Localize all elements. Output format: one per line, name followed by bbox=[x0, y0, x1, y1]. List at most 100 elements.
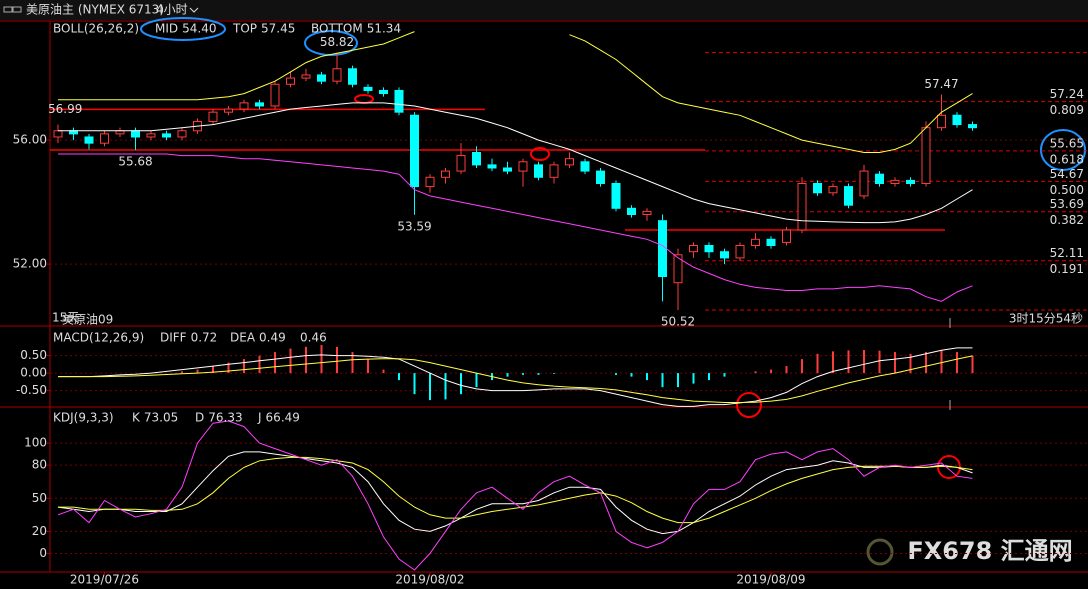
legend-value: 0.49 bbox=[259, 331, 286, 345]
y-tick-label: 20 bbox=[32, 524, 47, 538]
indicator-line bbox=[57, 420, 973, 571]
x-tick-label: 2019/08/09 bbox=[736, 573, 805, 587]
candle-body bbox=[441, 170, 450, 178]
candle-body bbox=[689, 245, 698, 253]
candle-body bbox=[704, 245, 714, 253]
macd-bar bbox=[243, 359, 245, 374]
candle-body bbox=[580, 161, 590, 172]
candle-body bbox=[100, 133, 109, 144]
candle-body bbox=[317, 74, 326, 82]
macd-bar bbox=[460, 373, 462, 395]
fib-ratio: 0.500 bbox=[1050, 183, 1084, 197]
macd-bar bbox=[289, 348, 292, 374]
candle-body bbox=[456, 155, 466, 172]
candle-body bbox=[394, 89, 404, 113]
price-annotation: 50.52 bbox=[661, 315, 695, 329]
candle-body bbox=[549, 164, 559, 178]
y-tick-label: 50 bbox=[32, 491, 47, 505]
indicator-line bbox=[58, 355, 973, 403]
candle-body bbox=[177, 130, 187, 138]
y-tick-label: -0.50 bbox=[16, 383, 47, 397]
x-tick-label: 2019/07/26 bbox=[70, 573, 139, 587]
macd-bar bbox=[413, 373, 416, 395]
fib-ratio: 0.618 bbox=[1050, 152, 1084, 166]
indicator-line bbox=[58, 153, 973, 302]
candle-body bbox=[301, 74, 311, 79]
macd-bar bbox=[754, 371, 757, 374]
macd-bar bbox=[940, 350, 943, 374]
macd-bar bbox=[258, 355, 261, 374]
legend-name: TOP bbox=[232, 22, 257, 36]
x-tick-label: 2019/08/02 bbox=[395, 573, 464, 587]
macd-bar bbox=[212, 366, 214, 374]
indicator-title: BOLL(26,26,2) bbox=[53, 22, 139, 36]
candle-body bbox=[720, 251, 729, 259]
fib-price: 52.11 bbox=[1050, 246, 1084, 260]
candle-body bbox=[270, 83, 280, 107]
indicator-title: KDJ(9,3,3) bbox=[53, 411, 114, 425]
candle-body bbox=[735, 245, 745, 259]
candle-body bbox=[813, 182, 822, 194]
macd-bar bbox=[553, 373, 555, 374]
legend-value: 66.49 bbox=[266, 411, 300, 425]
y-tick-label: 52.00 bbox=[13, 257, 47, 271]
y-tick-label: 56.00 bbox=[13, 133, 47, 147]
period[interactable]: 4小时 bbox=[156, 3, 188, 17]
macd-bar bbox=[506, 373, 509, 377]
macd-bar bbox=[630, 373, 633, 377]
candle-body bbox=[518, 161, 528, 172]
candle-body bbox=[952, 114, 962, 126]
contract: 美原油09 bbox=[62, 313, 113, 327]
candle-body bbox=[131, 130, 140, 138]
macd-bar bbox=[336, 346, 338, 374]
candle-body bbox=[332, 68, 342, 82]
highlight bbox=[1040, 129, 1086, 171]
candle-body bbox=[363, 86, 373, 91]
macd-bar bbox=[801, 359, 803, 374]
dropdown[interactable] bbox=[189, 7, 199, 13]
macd-bar bbox=[646, 373, 648, 381]
macd-bar bbox=[444, 373, 447, 400]
highlight bbox=[140, 17, 226, 41]
indicator-line bbox=[58, 102, 973, 224]
candle-body bbox=[921, 127, 931, 184]
candle-body bbox=[410, 114, 419, 188]
candle-body bbox=[472, 151, 481, 166]
candle-body bbox=[534, 164, 543, 178]
legend-name: J bbox=[257, 411, 262, 425]
candle-body bbox=[348, 68, 357, 85]
indicator-line bbox=[58, 347, 973, 407]
candle-body bbox=[146, 133, 156, 138]
macd-bar bbox=[274, 352, 276, 374]
candle-body bbox=[224, 108, 233, 113]
fib-ratio: 0.809 bbox=[1050, 103, 1084, 117]
candle-body bbox=[906, 179, 915, 184]
macd-bar bbox=[351, 352, 354, 374]
fib-price: 53.69 bbox=[1050, 197, 1084, 211]
macd-bar bbox=[692, 373, 695, 384]
symbol[interactable]: 美原油主 (NYMEX 6713) bbox=[26, 3, 164, 17]
price-annotation: 57.47 bbox=[924, 77, 958, 91]
macd-bar bbox=[708, 373, 710, 381]
y-tick-label: 0.00 bbox=[20, 366, 47, 380]
candle-body bbox=[487, 164, 497, 169]
macd-bar bbox=[537, 373, 540, 375]
indicator-line bbox=[58, 456, 973, 524]
legend-value: 54.40 bbox=[182, 22, 216, 36]
candle-body bbox=[379, 89, 388, 95]
price-annotation: 53.59 bbox=[397, 219, 431, 233]
macd-bar bbox=[878, 350, 881, 374]
price-annotation: 55.68 bbox=[118, 155, 152, 169]
candle-body bbox=[84, 136, 94, 144]
marker-circle bbox=[736, 392, 762, 418]
macd-bar bbox=[723, 373, 726, 377]
fib-price: 54.67 bbox=[1050, 167, 1084, 181]
icon bbox=[3, 6, 13, 13]
legend-value: 0.46 bbox=[300, 331, 327, 345]
macd-bar bbox=[196, 369, 199, 374]
macd-bar bbox=[863, 349, 865, 374]
fib-price: 55.65 bbox=[1050, 136, 1084, 150]
macd-bar bbox=[677, 373, 679, 388]
candle-body bbox=[844, 186, 853, 206]
